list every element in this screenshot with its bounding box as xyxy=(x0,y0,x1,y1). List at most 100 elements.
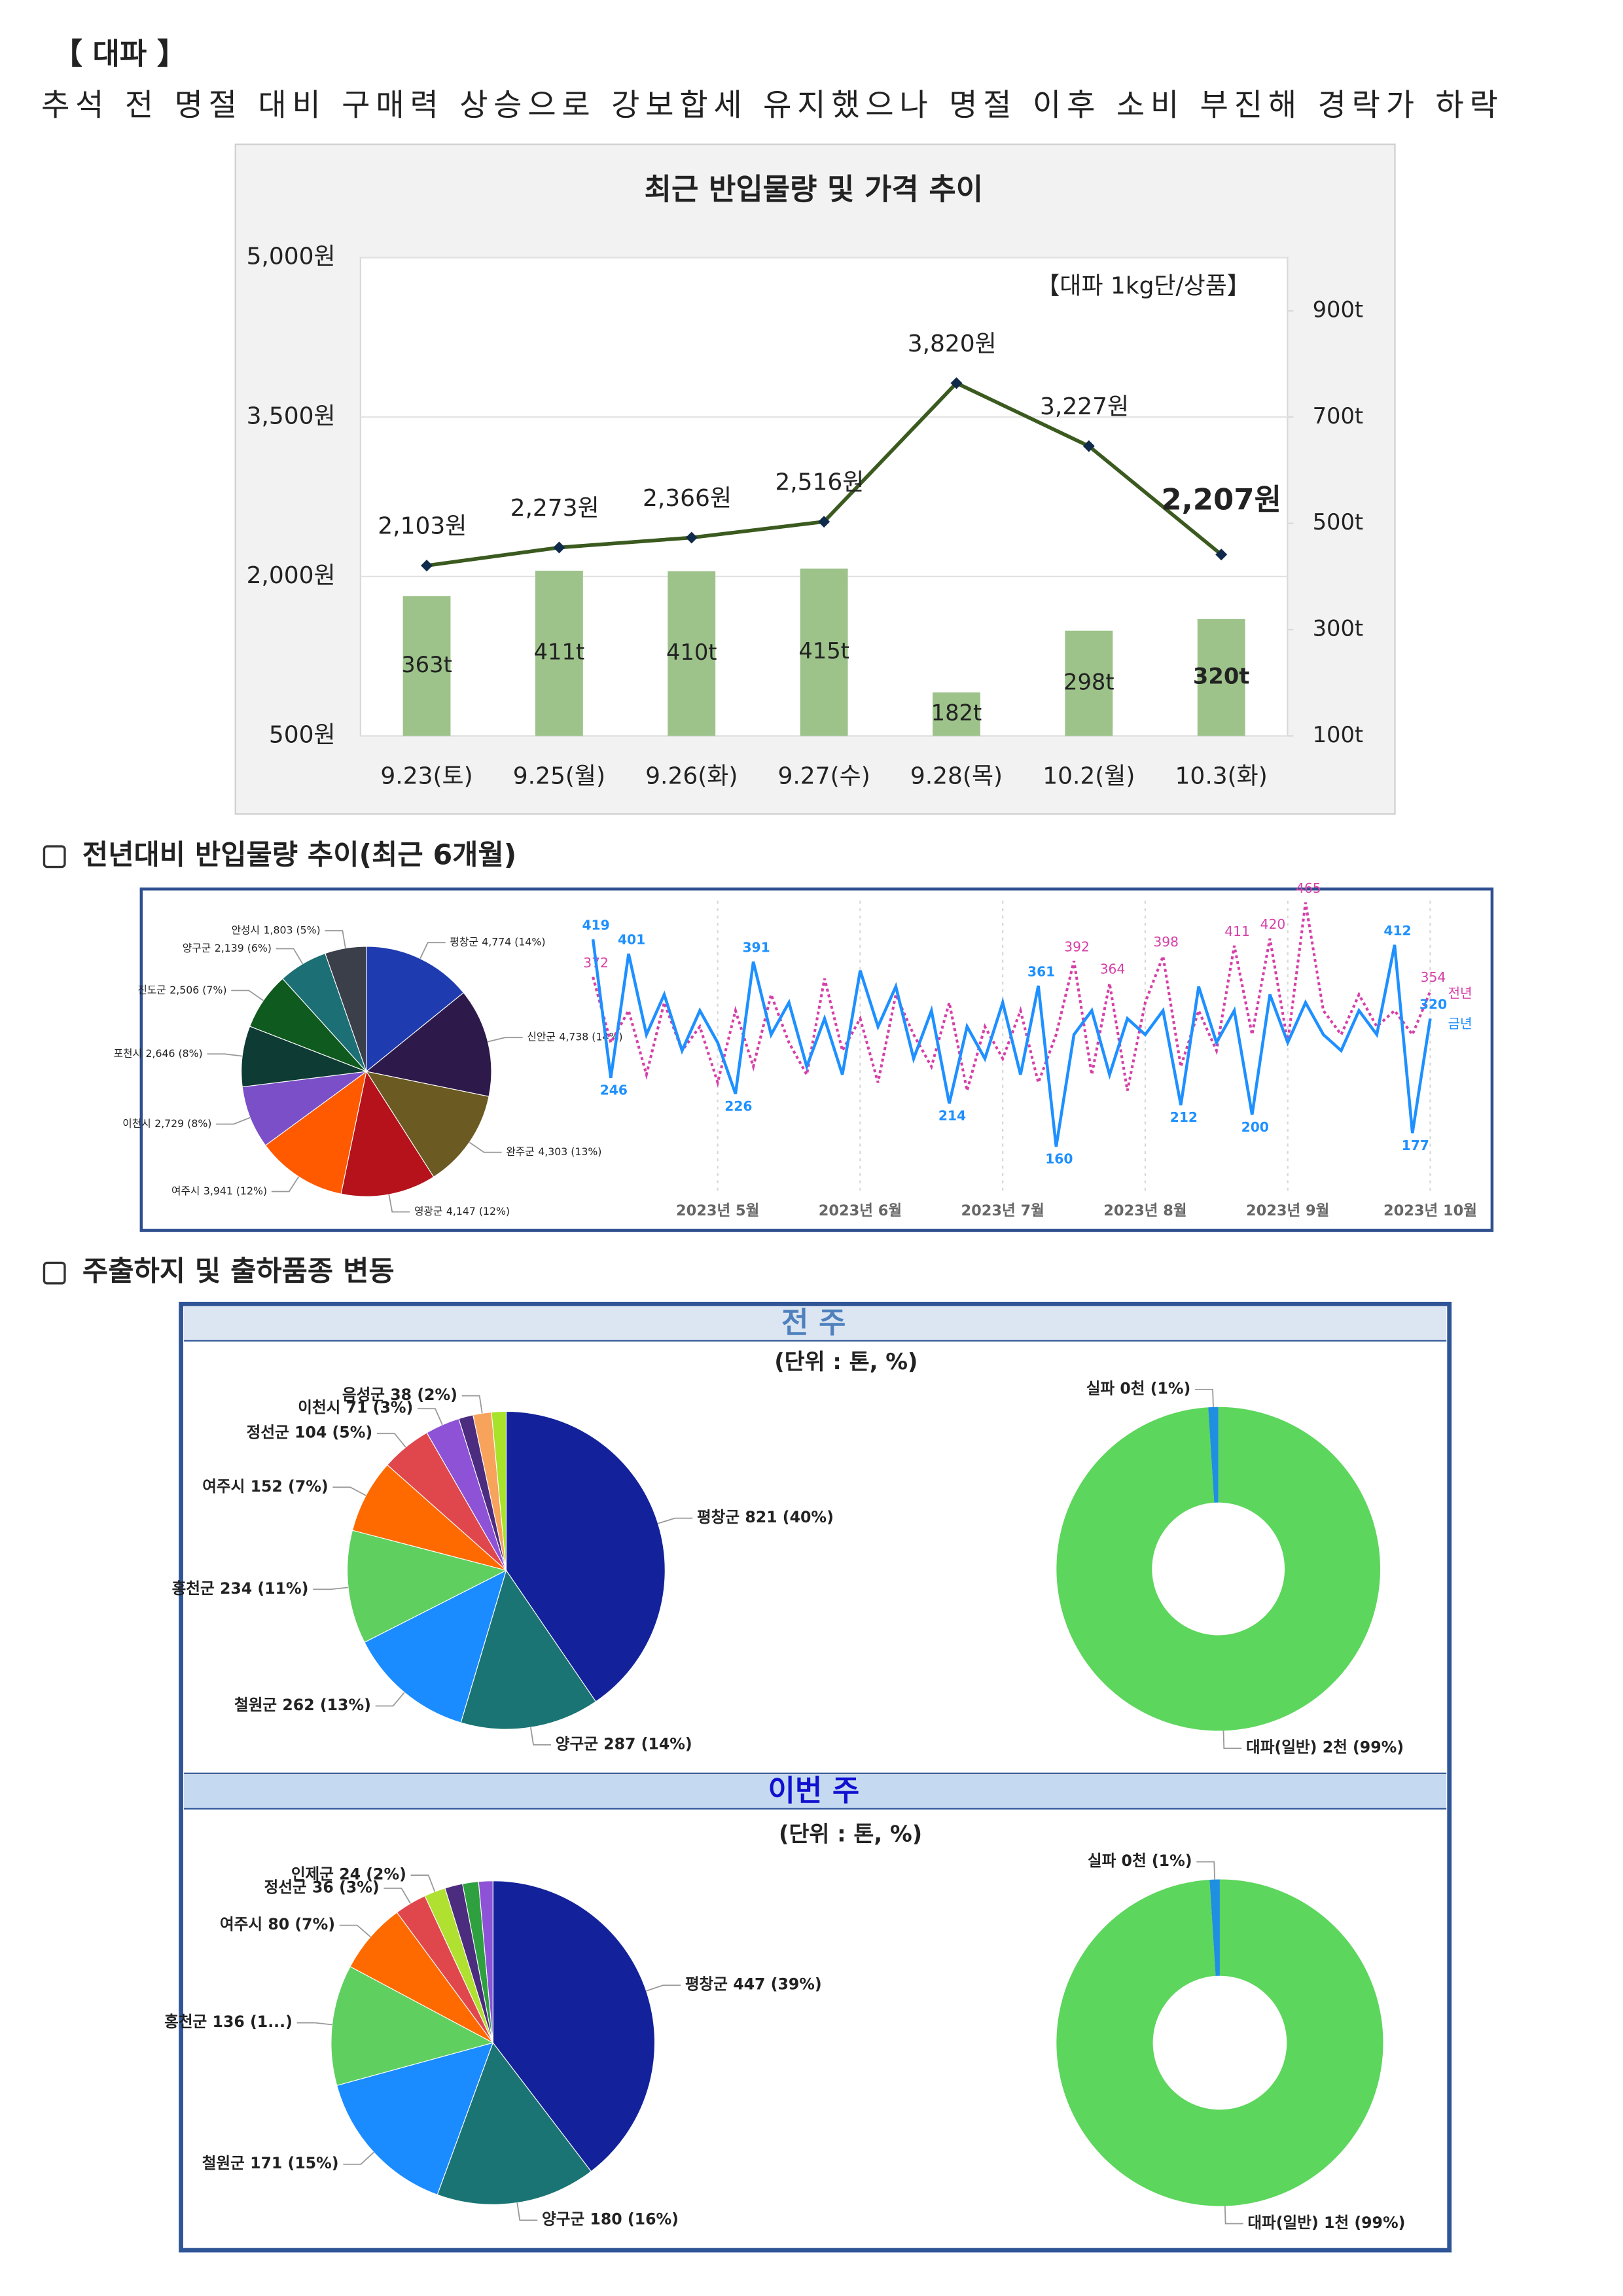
price-label: 2,273원 xyxy=(510,495,599,522)
price-marker xyxy=(685,531,698,544)
data-label: 401 xyxy=(618,931,645,947)
leader-line xyxy=(419,942,446,959)
price-label: 3,227원 xyxy=(1040,393,1129,420)
x-tick-label: 2023년 6월 xyxy=(819,1202,902,1219)
pie-value-label: 80 (7%) xyxy=(268,1915,335,1933)
pie-label: 평창군 xyxy=(697,1508,740,1526)
leader-line xyxy=(383,1888,411,1904)
leader-line xyxy=(1196,1861,1215,1880)
pie-value-label: 3,941 (12%) xyxy=(204,1185,267,1197)
panel-title: 이번 주 xyxy=(768,1773,860,1808)
section-title: 전년대비 반입물량 추이(최근 6개월) xyxy=(82,838,516,871)
pie-label: 정선군 xyxy=(264,1878,307,1897)
leader-line xyxy=(410,1874,436,1892)
data-label: 177 xyxy=(1402,1138,1429,1153)
pie-label: 여주시 xyxy=(202,1477,245,1496)
leader-line xyxy=(516,2202,538,2221)
pie-slice xyxy=(241,1071,368,1146)
pie-label: 철원군 xyxy=(234,1696,277,1714)
panel-header xyxy=(184,1306,1447,1341)
y2-tick-label: 900t xyxy=(1313,296,1364,322)
pie-value-label: 0천 (1%) xyxy=(1120,1379,1190,1397)
leader-line xyxy=(216,1117,251,1125)
leader-line xyxy=(231,990,264,1001)
y2-tick-label: 700t xyxy=(1313,403,1364,429)
pie-slice xyxy=(349,1912,493,2043)
data-label: 392 xyxy=(1064,939,1090,954)
pie-slice xyxy=(366,946,465,1073)
pie-value-label: 287 (14%) xyxy=(603,1734,692,1753)
x-tick-label: 2023년 7월 xyxy=(961,1202,1044,1219)
pie-value-label: 0천 (1%) xyxy=(1122,1852,1192,1870)
y-tick-label: 500원 xyxy=(269,721,336,748)
data-label: 398 xyxy=(1153,934,1179,950)
chart-title: 최근 반입물량 및 가격 추이 xyxy=(645,172,984,207)
legend-label: 금년 xyxy=(1448,1016,1472,1031)
checkbox xyxy=(43,1261,66,1285)
pie-value-label: 4,738 (14%) xyxy=(559,1031,622,1043)
x-tick-label: 2023년 8월 xyxy=(1103,1202,1186,1219)
data-label: 361 xyxy=(1027,963,1055,979)
pie-value-label: 2,139 (6%) xyxy=(215,942,272,954)
bar xyxy=(1197,619,1245,736)
leader-line xyxy=(339,1924,371,1937)
pie-value-label: 234 (11%) xyxy=(220,1579,309,1598)
chart-note: 【대파 1kg단/상품】 xyxy=(1036,273,1251,300)
data-label: 391 xyxy=(742,940,770,956)
pie-value-label: 1천 (99%) xyxy=(1324,2214,1405,2232)
pie-label: 평창군 xyxy=(450,936,478,948)
pie-value-label: 2천 (99%) xyxy=(1323,1738,1404,1757)
pie-slice xyxy=(365,1071,490,1177)
leader-line xyxy=(658,1517,693,1524)
pie-slice xyxy=(241,1026,367,1088)
bar xyxy=(933,692,980,736)
data-label: 160 xyxy=(1045,1151,1073,1167)
pie-slice xyxy=(1056,1407,1381,1731)
leader-line xyxy=(375,1692,405,1707)
price-label: 2,366원 xyxy=(643,485,732,512)
pie-label: 이천시 xyxy=(122,1117,151,1130)
leader-line xyxy=(313,1587,349,1590)
data-label: 354 xyxy=(1421,969,1446,985)
leader-line xyxy=(296,2022,332,2026)
leader-line xyxy=(325,930,346,948)
x-tick-label: 2023년 10월 xyxy=(1383,1202,1477,1219)
price-marker xyxy=(1082,440,1095,452)
price-marker xyxy=(553,541,565,554)
bar-label: 411t xyxy=(534,639,585,665)
panel-unit: (단위 : 톤, %) xyxy=(774,1349,918,1374)
pie-label: 여주시 xyxy=(220,1915,262,1933)
pie-slice xyxy=(437,2041,592,2205)
leader-line xyxy=(469,1141,502,1153)
data-label: 226 xyxy=(724,1098,752,1114)
pie-value-label: 262 (13%) xyxy=(282,1696,371,1714)
bar xyxy=(402,596,451,736)
price-label: 3,820원 xyxy=(908,331,997,357)
x-tick-label: 9.25(월) xyxy=(513,762,605,789)
x-tick-label: 9.23(토) xyxy=(380,762,473,789)
pie-slice xyxy=(491,1410,507,1571)
pie-label: 홍천군 xyxy=(164,2013,207,2031)
pie-slice xyxy=(340,1070,435,1197)
pie-slice xyxy=(492,1880,656,2172)
data-label: 465 xyxy=(1296,880,1321,896)
pie-value-label: 1,803 (5%) xyxy=(263,924,320,937)
pie-slice xyxy=(1209,1879,1220,1976)
data-label: 214 xyxy=(938,1108,966,1124)
leader-line xyxy=(1224,2206,1243,2225)
x-tick-label: 2023년 5월 xyxy=(676,1202,759,1219)
bar xyxy=(668,571,716,736)
y-tick-label: 3,500원 xyxy=(247,403,336,429)
panel-title: 전 주 xyxy=(781,1305,846,1340)
price-marker xyxy=(421,560,433,572)
pie-value-label: 24 (2%) xyxy=(339,1865,406,1884)
pie-value-label: 447 (39%) xyxy=(733,1975,822,1994)
data-label: 419 xyxy=(582,917,609,933)
x-tick-label: 9.28(목) xyxy=(910,762,1003,789)
price-marker xyxy=(818,516,830,528)
y-tick-label: 2,000원 xyxy=(247,562,336,589)
leader-line xyxy=(276,948,304,965)
bar-label: 363t xyxy=(401,652,452,677)
pie-slice xyxy=(330,1965,494,2087)
